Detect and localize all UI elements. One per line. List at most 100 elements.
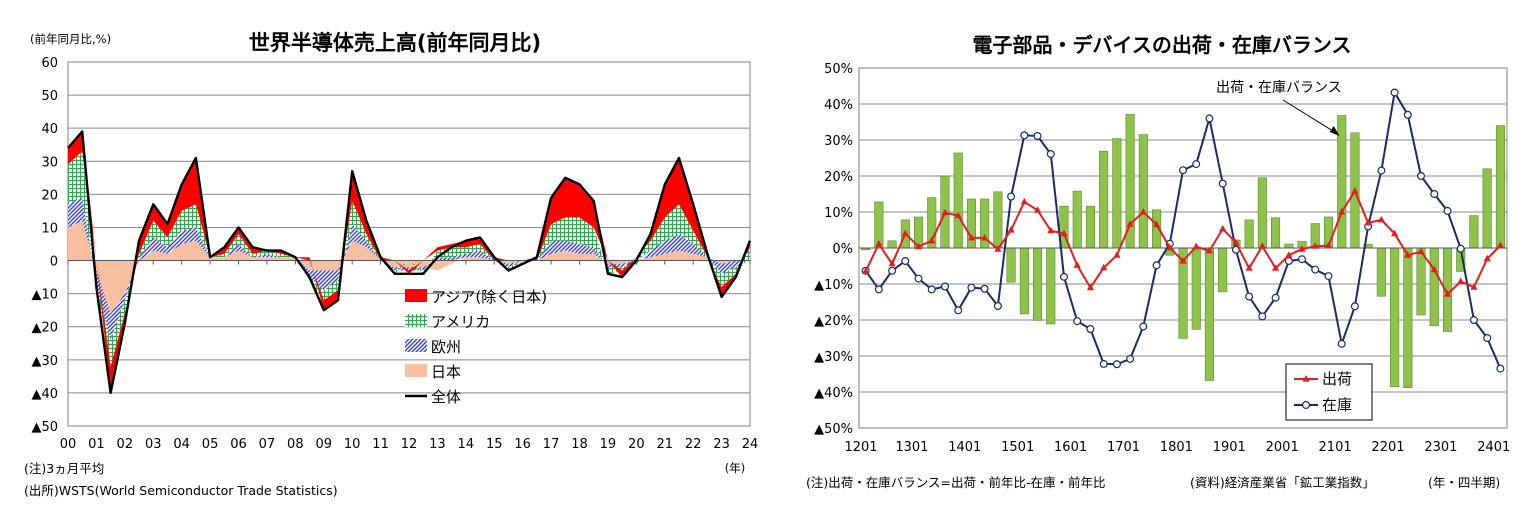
inventory-point xyxy=(1496,364,1505,373)
right-x-tick-label: 1801 xyxy=(1160,440,1193,455)
shipment-point xyxy=(1007,226,1015,233)
shipment-point xyxy=(1033,206,1042,213)
right-y-tick-label: ▲50% xyxy=(814,422,853,437)
inventory-point xyxy=(927,285,936,294)
balance-bar xyxy=(1033,247,1043,321)
inventory-point xyxy=(1469,316,1478,325)
right-x-tick-label: 1201 xyxy=(844,440,877,455)
shipment-point xyxy=(1338,208,1346,215)
inventory-point xyxy=(1205,114,1214,123)
inventory-point xyxy=(1258,312,1267,321)
balance-bar xyxy=(1006,247,1016,283)
balance-bar xyxy=(1099,150,1109,249)
shipment-point xyxy=(1311,242,1319,249)
inventory-point xyxy=(954,306,963,315)
balance-bar xyxy=(1257,177,1267,249)
right-y-tick-label: 20% xyxy=(824,170,853,185)
shipment-point xyxy=(1483,254,1491,262)
left-x-tick-label: 24 xyxy=(742,437,759,452)
right-y-tick-label: ▲30% xyxy=(814,350,853,365)
inventory-point xyxy=(1311,265,1320,274)
inventory-point xyxy=(941,282,950,291)
left-x-tick-label: 15 xyxy=(486,437,503,452)
left-x-tick-label: 04 xyxy=(173,437,190,452)
right-x-tick-label: 2101 xyxy=(1319,440,1352,455)
shipment-point xyxy=(994,245,1002,252)
left-x-tick-label: 05 xyxy=(202,437,219,452)
inventory-point xyxy=(1218,179,1227,188)
left-x-tick-label: 08 xyxy=(287,437,304,452)
balance-bar xyxy=(966,198,976,249)
left-x-tick-label: 10 xyxy=(344,437,361,452)
right-y-tick-label: ▲40% xyxy=(814,386,853,401)
inventory-point xyxy=(1007,192,1016,201)
left-x-tick-label: 02 xyxy=(117,437,134,452)
right-x-tick-label: 1501 xyxy=(1001,440,1034,455)
left-x-tick-label: 20 xyxy=(628,437,645,452)
shipment-point xyxy=(1430,265,1438,273)
inventory-point xyxy=(1416,172,1425,181)
balance-bar xyxy=(1469,215,1479,249)
inventory-point xyxy=(1350,302,1359,311)
shipment-point xyxy=(1470,283,1478,290)
legend-label: 出荷 xyxy=(1322,370,1352,388)
balance-bar xyxy=(1244,219,1254,249)
right-y-tick-label: 40% xyxy=(824,98,853,113)
right-x-tick-label: 2201 xyxy=(1371,440,1404,455)
annotation-arrow-line xyxy=(1282,99,1338,135)
left-x-tick-label: 11 xyxy=(372,437,389,452)
legend-swatch xyxy=(405,364,427,377)
shipment-point xyxy=(888,259,896,267)
shipment-point xyxy=(1086,283,1094,291)
right-x-tick-label: 2001 xyxy=(1266,440,1299,455)
balance-bar xyxy=(1072,190,1082,249)
balance-bar xyxy=(993,191,1003,249)
inventory-point xyxy=(1020,131,1029,140)
left-x-tick-label: 00 xyxy=(60,437,77,452)
inventory-point xyxy=(1377,166,1386,175)
right-chart-xlabel: (年・四半期) xyxy=(1428,475,1501,490)
left-x-tick-label: 22 xyxy=(685,437,702,452)
shipment-point xyxy=(1324,241,1333,249)
shipment-point xyxy=(1232,238,1240,246)
balance-bar xyxy=(1204,247,1215,381)
inventory-point xyxy=(1245,292,1254,301)
left-y-tick-label: ▲10 xyxy=(31,288,58,303)
right-y-tick-label: ▲20% xyxy=(814,314,853,329)
inventory-point xyxy=(1112,360,1121,369)
right-x-tick-label: 1601 xyxy=(1054,440,1087,455)
balance-bar xyxy=(1416,247,1426,316)
balance-bar xyxy=(1270,217,1281,249)
shipment-point xyxy=(1192,242,1200,250)
inventory-point xyxy=(980,284,989,293)
balance-bar xyxy=(1218,247,1228,293)
legend-swatch xyxy=(405,289,427,302)
shipment-point xyxy=(1245,264,1253,271)
right-chart-source: (資料)経済産業省「鉱工業指数」 xyxy=(1190,475,1375,490)
inventory-point xyxy=(1324,272,1333,281)
inventory-point xyxy=(993,302,1002,311)
inventory-point xyxy=(1390,88,1399,97)
left-chart-note: (注)3ヵ月平均 xyxy=(24,461,105,476)
right-x-tick-label: 2401 xyxy=(1477,440,1510,455)
balance-bar xyxy=(1429,247,1439,327)
shipment-point xyxy=(1417,247,1425,255)
shipment-point xyxy=(1351,187,1359,194)
right-x-tick-label: 1901 xyxy=(1213,440,1246,455)
right-y-tick-label: 50% xyxy=(824,62,853,77)
right-y-tick-label: 0% xyxy=(832,242,853,257)
left-y-tick-label: ▲30 xyxy=(31,354,58,369)
shipment-point xyxy=(1496,241,1504,249)
left-x-tick-label: 18 xyxy=(571,437,588,452)
inventory-point xyxy=(1456,244,1465,253)
right-y-tick-label: 10% xyxy=(824,206,853,221)
shipment-point xyxy=(1364,218,1372,226)
shipment-point xyxy=(1219,224,1227,232)
inventory-point xyxy=(1297,255,1306,264)
left-x-axis-label: (年) xyxy=(725,461,745,475)
shipment-point xyxy=(1153,220,1161,228)
balance-bar xyxy=(1138,134,1148,249)
left-x-tick-label: 13 xyxy=(429,437,446,452)
inventory-point xyxy=(1483,334,1492,343)
left-x-tick-label: 09 xyxy=(315,437,332,452)
